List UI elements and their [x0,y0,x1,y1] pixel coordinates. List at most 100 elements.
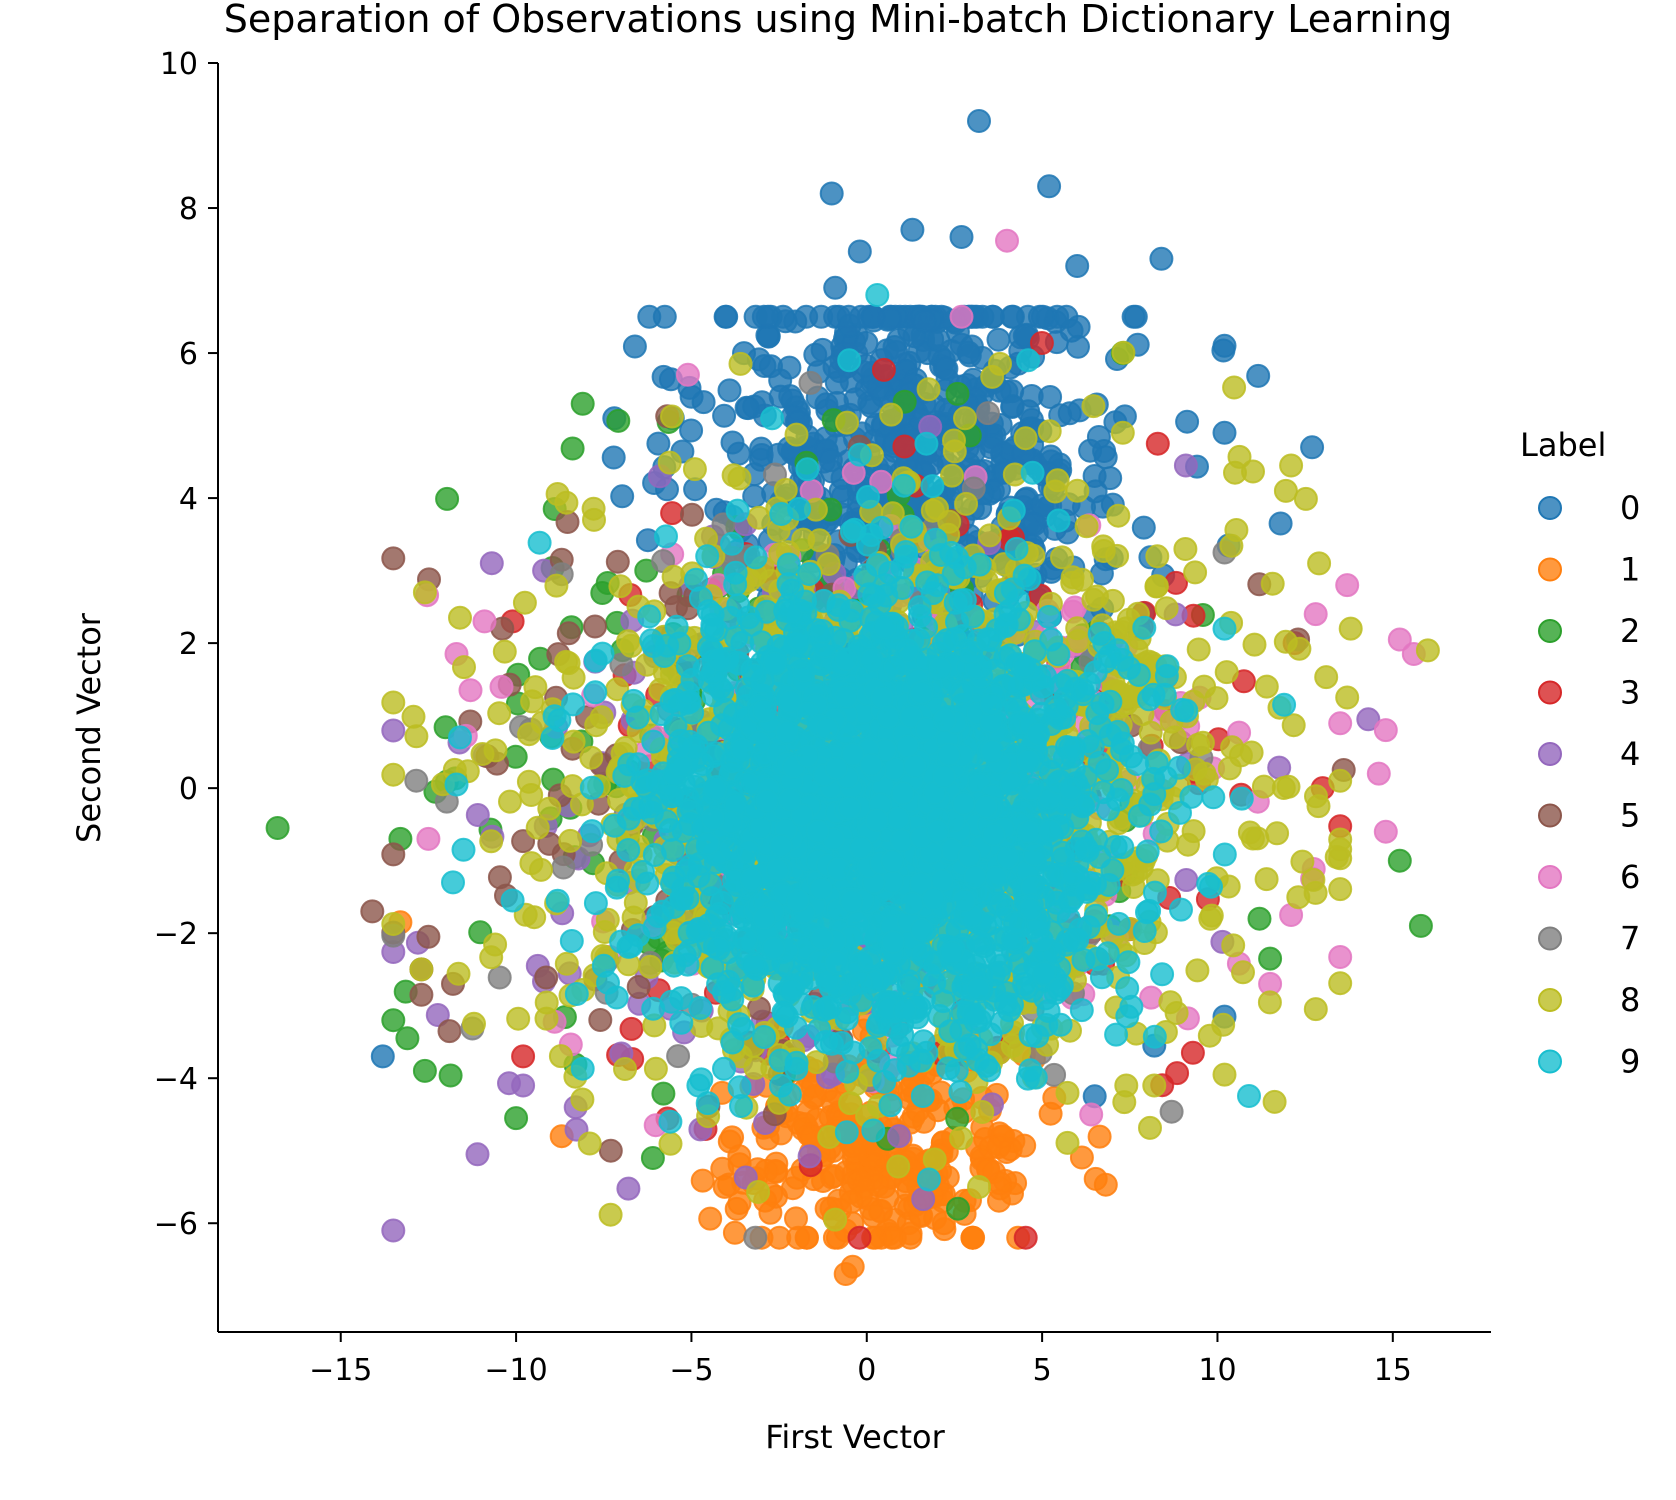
point-label-8 [1212,1062,1237,1087]
point-label-1 [847,1169,872,1193]
point-label-0 [734,395,759,420]
point-label-9 [752,1025,777,1049]
point-label-4 [1356,707,1381,732]
point-label-8 [1265,821,1290,846]
point-label-9 [1135,839,1160,864]
point-label-8 [1065,478,1090,503]
point-label-9 [723,560,748,585]
point-label-0 [1066,314,1091,339]
point-label-8 [1219,533,1244,558]
point-label-8 [1338,616,1363,641]
point-label-9 [916,1167,941,1192]
point-label-9 [1138,792,1163,817]
point-label-5 [487,865,512,890]
point-label-1 [840,1254,865,1279]
point-label-9 [602,813,627,838]
point-label-8 [534,1006,559,1031]
point-label-1 [712,1174,737,1199]
point-label-8 [1273,478,1298,503]
point-label-9 [776,552,801,577]
point-label-8 [1106,503,1131,528]
point-label-8 [1307,551,1332,576]
point-label-8 [554,951,579,976]
point-label-8 [1239,740,1264,765]
point-label-8 [577,1131,602,1156]
point-label-8 [1222,375,1247,400]
point-label-1 [960,1225,985,1250]
point-label-6 [1335,573,1360,598]
point-label-6 [1366,761,1391,786]
point-label-8 [401,704,426,729]
point-label-2 [606,408,631,433]
point-label-8 [977,523,1002,548]
point-label-2 [1408,913,1433,938]
point-label-7 [666,1044,691,1069]
point-label-0 [934,356,959,381]
point-label-8 [537,796,562,821]
point-label-8 [1173,537,1198,561]
point-label-6 [416,826,441,851]
point-label-0 [712,403,737,428]
point-label-0 [823,275,848,300]
point-label-6 [458,678,483,703]
point-label-0 [1300,435,1325,460]
point-label-0 [756,324,781,349]
point-label-9 [545,888,570,913]
point-label-4 [911,1187,936,1212]
point-label-8 [381,912,406,936]
point-label-9 [1004,536,1029,561]
point-label-6 [1328,711,1353,736]
point-label-8 [1198,906,1223,931]
point-label-9 [1085,946,1110,971]
point-label-0 [986,327,1011,352]
point-label-1 [988,1171,1012,1196]
point-label-6 [1373,819,1398,844]
point-label-8 [1055,1130,1080,1155]
point-label-2 [395,1026,420,1051]
point-label-7 [487,965,512,990]
point-label-4 [465,803,490,827]
point-label-9 [1237,1084,1261,1108]
point-label-3 [660,501,685,526]
point-label-1 [722,1220,747,1245]
point-label-8 [452,655,476,680]
point-label-8 [1114,1073,1139,1098]
point-label-8 [1254,674,1279,699]
point-label-8 [728,351,753,376]
point-label-5 [588,1008,613,1032]
point-label-0 [1268,511,1293,536]
point-label-8 [561,729,586,754]
point-label-0 [1086,425,1111,449]
point-label-8 [598,1202,623,1227]
point-label-1 [839,1189,864,1214]
point-label-8 [643,1056,668,1081]
point-label-0 [967,109,991,133]
point-label-9 [1116,950,1141,975]
point-label-9 [583,891,608,916]
point-label-1 [780,1176,805,1201]
point-label-8 [1183,560,1208,585]
point-label-0 [900,217,925,242]
point-label-9 [583,680,608,705]
point-label-8 [657,450,682,475]
point-label-8 [638,954,663,979]
point-label-8 [1142,1073,1167,1098]
point-label-9 [669,1010,694,1035]
point-label-9 [855,532,880,557]
point-label-1 [1083,1166,1108,1191]
point-label-8 [1276,774,1301,799]
point-label-8 [658,1131,683,1156]
point-label-3 [1165,1061,1190,1086]
point-label-8 [1303,997,1328,1022]
point-label-8 [519,783,544,807]
points-layer [265,109,1440,1286]
point-label-0 [1038,385,1063,409]
point-label-8 [498,789,522,814]
point-label-9 [743,545,768,570]
point-label-8 [520,689,545,714]
point-label-8 [949,1126,974,1151]
point-label-8 [1279,453,1304,478]
point-label-8 [1013,426,1038,451]
point-label-8 [1110,420,1135,445]
